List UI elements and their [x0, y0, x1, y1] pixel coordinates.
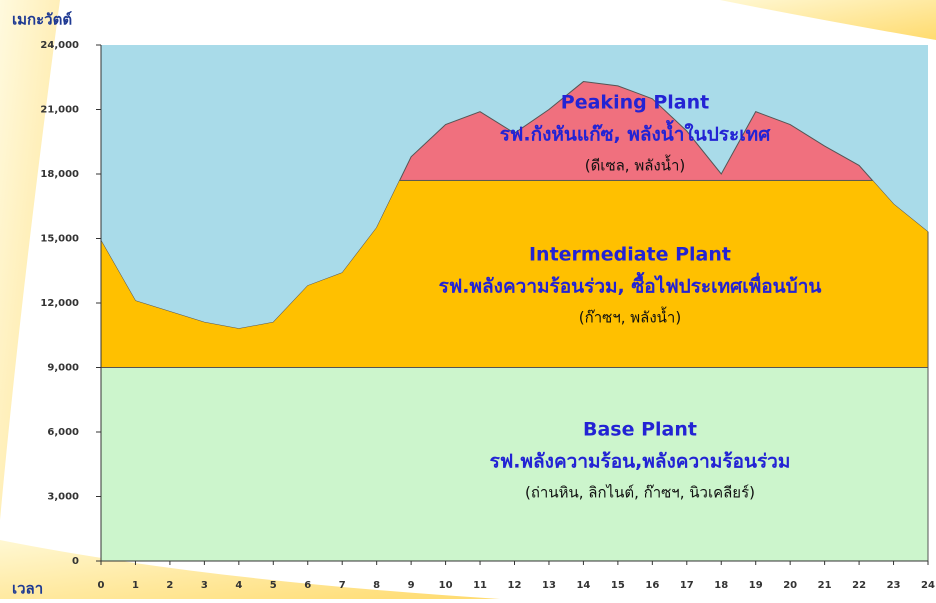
x-tick-label: 1 — [132, 580, 139, 591]
layer-note: (ดีเซล, พลังน้ำ) — [585, 155, 686, 175]
y-tick-label: 0 — [72, 556, 79, 567]
x-tick-label: 8 — [373, 580, 380, 591]
x-tick-label: 19 — [749, 580, 763, 591]
layer-subtitle: รฟ.พลังความร้อน,พลังความร้อนร่วม — [490, 451, 791, 473]
decor — [720, 0, 936, 40]
x-tick-label: 2 — [166, 580, 173, 591]
x-tick-label: 21 — [818, 580, 832, 591]
x-tick-label: 6 — [304, 580, 311, 591]
x-tick-label: 4 — [235, 580, 242, 591]
y-tick-label: 21,000 — [40, 105, 79, 116]
y-tick-label: 24,000 — [40, 40, 79, 51]
x-tick-label: 13 — [542, 580, 556, 591]
layer-subtitle: รฟ.พลังความร้อนร่วม, ซื้อไฟประเทศเพื่อนบ… — [439, 272, 822, 298]
x-tick-label: 23 — [887, 580, 901, 591]
x-tick-label: 24 — [921, 580, 935, 591]
layer-name: Peaking Plant — [561, 92, 709, 114]
x-tick-label: 10 — [439, 580, 453, 591]
base-layer — [101, 367, 928, 562]
y-tick-label: 3,000 — [47, 492, 79, 503]
layer-name: Intermediate Plant — [529, 244, 731, 266]
plot: Base Plant รฟ.พลังความร้อน,พลังความร้อนร่… — [40, 40, 935, 591]
x-tick-label: 15 — [611, 580, 625, 591]
x-tick-label: 5 — [270, 580, 277, 591]
y-tick-label: 15,000 — [40, 234, 79, 245]
x-tick-label: 17 — [680, 580, 694, 591]
y-tick-label: 6,000 — [47, 427, 79, 438]
layer-note: (ก๊าซฯ, พลังน้ำ) — [579, 307, 681, 327]
x-tick-label: 3 — [201, 580, 208, 591]
decor — [0, 540, 500, 599]
layer-note: (ถ่านหิน, ลิกไนต์, ก๊าซฯ, นิวเคลียร์) — [525, 484, 755, 502]
layer-name: Base Plant — [583, 419, 697, 441]
x-tick-label: 9 — [408, 580, 415, 591]
decor — [0, 0, 60, 520]
y-tick-label: 12,000 — [40, 298, 79, 309]
x-tick-label: 18 — [714, 580, 728, 591]
x-tick-label: 14 — [576, 580, 590, 591]
x-tick-label: 16 — [645, 580, 659, 591]
x-axis-label: เวลา — [12, 580, 43, 598]
layer-subtitle: รฟ.กังหันแก๊ซ, พลังน้ำในประเทศ — [500, 120, 772, 146]
x-tick-label: 7 — [339, 580, 346, 591]
y-tick-label: 18,000 — [40, 169, 79, 180]
x-tick-label: 20 — [783, 580, 797, 591]
y-tick-label: 9,000 — [47, 363, 79, 374]
x-tick-label: 12 — [508, 580, 522, 591]
x-tick-label: 0 — [98, 580, 105, 591]
y-axis-label: เมกะวัตต์ — [12, 11, 72, 29]
x-tick-label: 22 — [852, 580, 866, 591]
x-tick-label: 11 — [473, 580, 487, 591]
